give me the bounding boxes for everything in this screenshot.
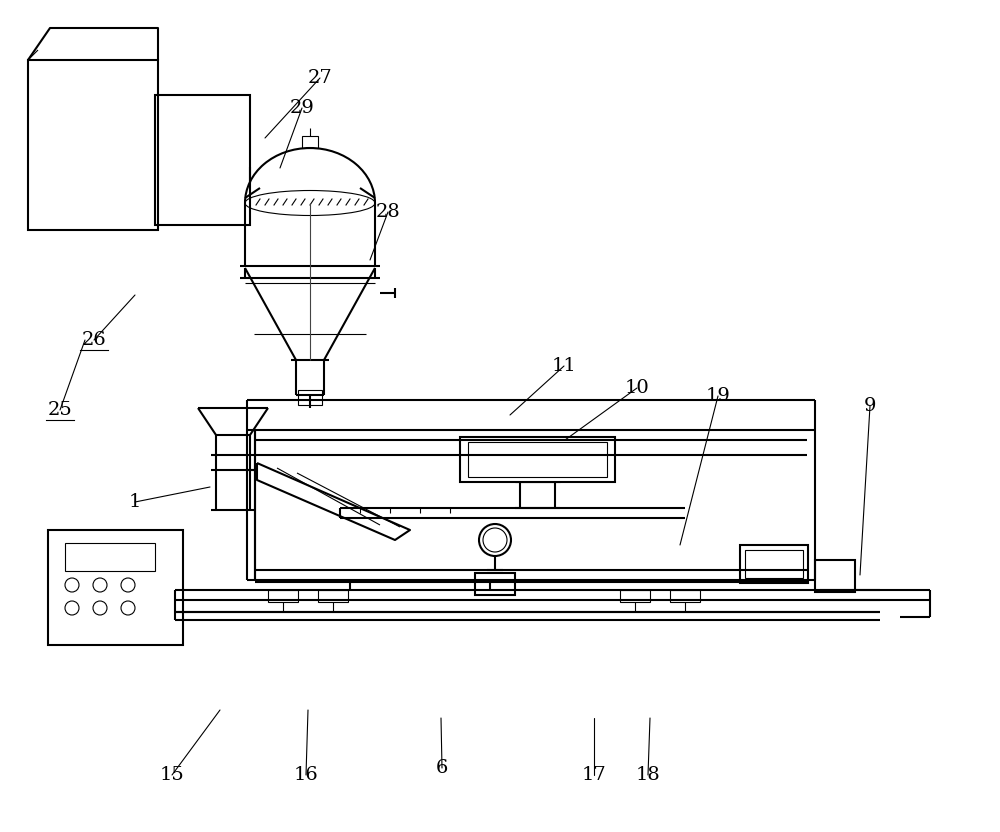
Bar — [620, 590, 650, 602]
Text: 15: 15 — [160, 766, 184, 784]
Text: 11: 11 — [552, 357, 576, 375]
Bar — [65, 543, 155, 571]
Bar — [815, 560, 855, 592]
Bar — [155, 95, 250, 225]
Bar — [28, 60, 158, 230]
Text: 28: 28 — [376, 203, 400, 221]
Text: 19: 19 — [706, 387, 730, 405]
Text: 25: 25 — [48, 401, 72, 419]
Bar — [318, 590, 348, 602]
Bar — [740, 545, 808, 583]
Text: 29: 29 — [290, 99, 314, 117]
Bar — [460, 437, 615, 482]
Bar — [745, 550, 803, 578]
Text: 18: 18 — [636, 766, 660, 784]
Bar — [268, 590, 298, 602]
Bar — [475, 573, 515, 595]
Text: 17: 17 — [582, 766, 606, 784]
Bar — [48, 530, 183, 645]
Bar — [298, 390, 322, 405]
Bar — [670, 590, 700, 602]
Text: 16: 16 — [294, 766, 318, 784]
Bar — [468, 442, 607, 477]
Text: 26: 26 — [82, 331, 106, 349]
Text: 10: 10 — [625, 379, 649, 397]
Text: 27: 27 — [308, 69, 332, 87]
Text: 1: 1 — [129, 493, 141, 511]
Text: 6: 6 — [436, 759, 448, 777]
Text: 9: 9 — [864, 397, 876, 415]
Bar — [302, 136, 318, 148]
